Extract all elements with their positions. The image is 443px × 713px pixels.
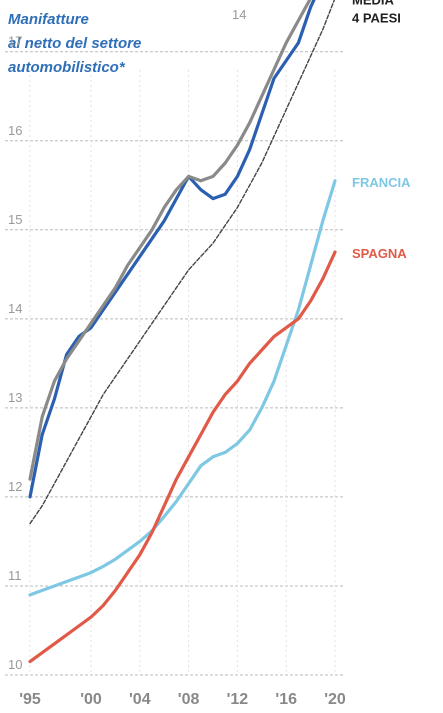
series-line-italia	[28, 0, 316, 499]
y-tick-label-7: 17	[8, 34, 22, 49]
series-line-germania	[28, 0, 312, 481]
y-tick-label-1: 11	[8, 568, 22, 583]
legend-label-media-4-paesi: MEDIA	[352, 0, 395, 7]
y-tick-label-5: 15	[8, 212, 22, 227]
legend-label-media-4-paesi-line-2: 4 PAESI	[352, 10, 401, 25]
y-tick-labels: 10 11 12 13 14 15 16 17	[8, 34, 22, 672]
y-tick-label-6: 16	[8, 123, 22, 138]
legend-label-francia: FRANCIA	[352, 175, 411, 190]
y-top-label: 14	[232, 7, 246, 22]
legend-label-spagna: SPAGNA	[352, 246, 407, 261]
x-tick-label-6: '20	[324, 691, 346, 708]
x-tick-label-2: '04	[129, 691, 151, 708]
x-tick-label-3: '08	[178, 691, 200, 708]
title-line-2: al netto del settore	[8, 35, 141, 52]
series-lines	[28, 0, 337, 664]
y-tick-label-3: 13	[8, 390, 22, 405]
title-line-3: automobilistico*	[8, 59, 126, 76]
x-tick-labels: '95 '00 '04 '08 '12 '16 '20	[19, 691, 346, 708]
chart-title: Manifatture al netto del settore automob…	[8, 11, 141, 76]
series-line-francia	[28, 179, 337, 597]
grid-lines	[5, 51, 345, 676]
y-tick-label-0: 10	[8, 657, 22, 672]
x-tick-label-0: '95	[19, 691, 41, 708]
series-line-spagna	[28, 250, 337, 664]
y-tick-label-4: 14	[8, 301, 22, 316]
y-tick-label-2: 12	[8, 479, 22, 494]
series-line-media-4-paesi	[29, 0, 336, 525]
title-line-1: Manifatture	[8, 11, 89, 28]
x-tick-label-5: '16	[275, 691, 297, 708]
x-tick-label-4: '12	[227, 691, 249, 708]
x-tick-label-1: '00	[80, 691, 102, 708]
